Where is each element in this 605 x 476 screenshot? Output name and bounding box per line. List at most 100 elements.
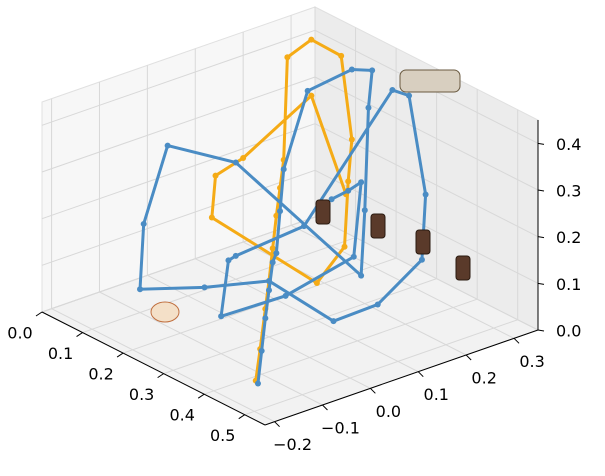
trajectory-point (254, 380, 261, 387)
trajectory-point (304, 87, 311, 94)
grid-line (163, 278, 437, 375)
can-object (455, 255, 471, 281)
y-axis (264, 329, 539, 426)
trajectory-point (389, 87, 396, 94)
trajectory-point (137, 286, 144, 293)
trajectory-point (232, 159, 239, 166)
trajectory-point (232, 252, 239, 259)
x-tick (35, 311, 43, 317)
z-tick (537, 142, 545, 145)
z-tick-label: 0.1 (556, 275, 581, 294)
x-tick-label: 0.4 (169, 406, 194, 425)
trajectory-point (330, 318, 337, 325)
trajectory-point (374, 301, 381, 308)
z-tick (537, 282, 545, 285)
trajectory-point (350, 253, 357, 260)
trajectory-point (212, 172, 219, 179)
trajectory-point (358, 272, 365, 279)
x-tick-label: 0.2 (88, 365, 113, 384)
trajectory-point (406, 92, 413, 99)
gripper-object (399, 69, 461, 93)
z-tick-label: 0.0 (556, 322, 581, 341)
trajectory-point (361, 207, 368, 214)
x-tick (197, 393, 205, 399)
trajectory-point (338, 52, 345, 59)
cup-object (150, 301, 180, 323)
trajectory-point (266, 277, 273, 284)
trajectory-point (282, 292, 289, 299)
trajectory-point (341, 243, 348, 250)
trajectory-point (273, 250, 280, 257)
trajectory-point (201, 284, 208, 291)
trajectory-point (269, 245, 276, 252)
z-tick (537, 236, 545, 239)
y-tick (465, 354, 472, 361)
trajectory-point (308, 92, 315, 99)
y-tick-label: 0.2 (471, 369, 496, 388)
grid-line (41, 216, 316, 313)
trajectory-point (300, 223, 307, 230)
trajectory-point (258, 347, 265, 354)
z-tick-label: 0.2 (556, 228, 581, 247)
can-object (415, 229, 431, 255)
z-tick (537, 189, 545, 192)
y-tick (322, 404, 328, 411)
x-tick-label: 0.3 (129, 385, 154, 404)
trajectory-point (277, 208, 284, 215)
trajectory-point (422, 191, 429, 198)
z-tick-label: 0.3 (556, 182, 581, 201)
grid-line (51, 308, 275, 423)
trajectory-point (365, 104, 372, 111)
trajectory-point (240, 155, 247, 161)
grid-line (41, 29, 316, 126)
trajectory-point (328, 196, 335, 203)
trajectory-point (369, 67, 376, 74)
y-tick-label: −0.1 (321, 419, 360, 438)
grid-line (99, 291, 323, 406)
grid-line (314, 76, 539, 191)
trajectory-point (313, 279, 320, 286)
trajectory-point (164, 142, 171, 149)
grid-line (41, 123, 316, 220)
trajectory-point (262, 315, 269, 322)
trajectory-point (280, 166, 287, 173)
y-tick (274, 421, 280, 428)
trajectory-point (140, 220, 147, 227)
y-tick (417, 371, 424, 378)
trajectory-point (284, 54, 291, 61)
grid-line (41, 169, 316, 266)
trajectory-point (225, 257, 232, 264)
y-tick-label: 0.0 (376, 402, 401, 421)
x-tick (238, 414, 246, 420)
grid-line (204, 298, 478, 395)
z-tick-label: 0.4 (556, 135, 581, 154)
trajectory-point (266, 287, 273, 294)
trajectory-point (348, 136, 355, 143)
trajectory-point (418, 256, 425, 263)
y-tick-label: 0.1 (424, 385, 449, 404)
trajectory-point (208, 214, 215, 221)
x-tick-label: 0.1 (48, 344, 73, 363)
grid-line (195, 258, 419, 373)
x-tick (76, 332, 83, 337)
z-tick (537, 329, 545, 332)
y-tick (370, 387, 376, 394)
y-tick-label: −0.2 (273, 435, 312, 454)
trajectory-point (273, 212, 280, 219)
x-axis (41, 311, 266, 426)
grid-line (41, 76, 316, 173)
trajectory-point (348, 66, 355, 73)
trajectory-point (218, 313, 225, 320)
x-tick (157, 373, 164, 379)
can-object (315, 199, 331, 225)
trajectory-point (269, 259, 276, 266)
grid-line (314, 216, 539, 331)
grid-line (147, 274, 371, 389)
x-tick-label: 0.0 (7, 324, 32, 343)
trajectory-point (345, 178, 352, 185)
x-tick-label: 0.5 (210, 426, 235, 445)
trajectory-point (345, 187, 352, 194)
y-tick (513, 337, 520, 344)
y-tick-label: 0.3 (519, 352, 544, 371)
